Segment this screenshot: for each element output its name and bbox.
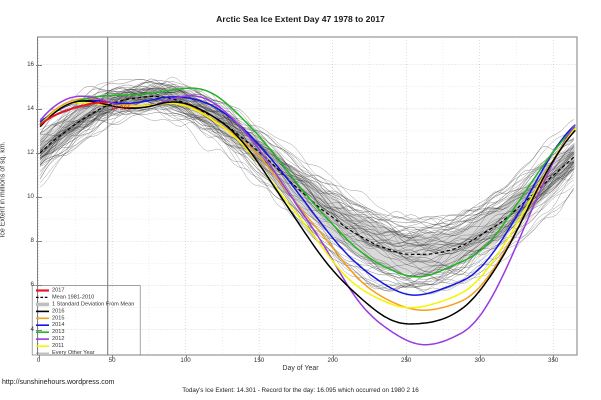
svg-text:2013: 2013 [52, 329, 64, 335]
svg-text:1 Standard Deviation From Mean: 1 Standard Deviation From Mean [52, 301, 134, 307]
svg-text:Mean 1981-2010: Mean 1981-2010 [52, 294, 94, 300]
svg-text:14.301: 14.301 [111, 105, 131, 112]
svg-text:Every Other Year: Every Other Year [52, 350, 95, 356]
svg-text:2012: 2012 [52, 336, 64, 342]
svg-text:2017: 2017 [52, 288, 64, 294]
svg-text:2014: 2014 [52, 322, 64, 328]
svg-text:2015: 2015 [52, 315, 64, 321]
svg-text:2011: 2011 [52, 343, 64, 349]
svg-text:2016: 2016 [52, 308, 64, 314]
